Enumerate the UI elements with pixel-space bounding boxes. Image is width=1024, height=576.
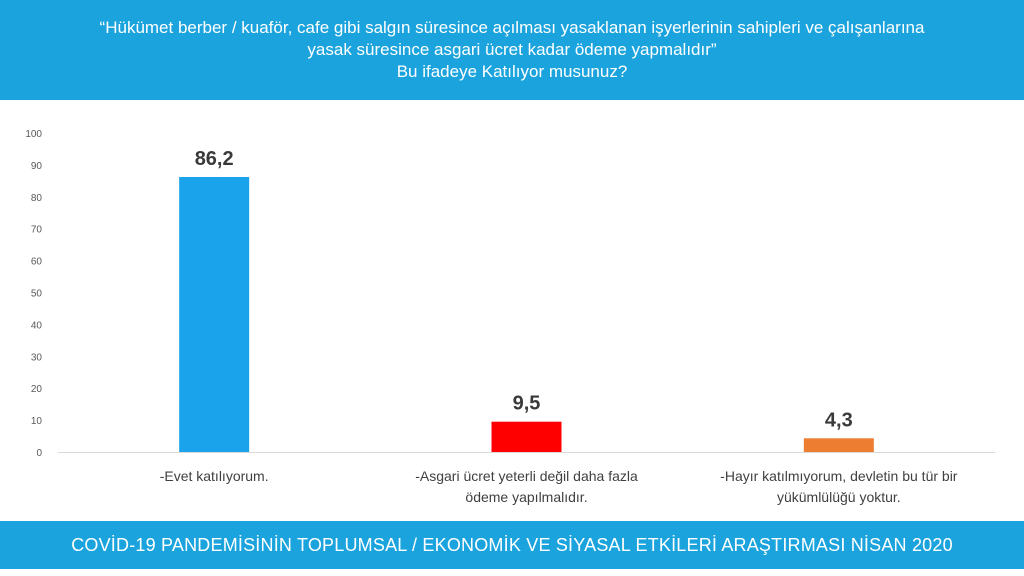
bar <box>803 438 874 452</box>
data-label: 9,5 <box>513 393 541 415</box>
y-tick-label: 40 <box>31 320 43 331</box>
question-line-1: “Hükümet berber / kuaför, cafe gibi salg… <box>99 18 925 37</box>
category-label-line: -Asgari ücret yeterli değil daha fazla <box>415 468 638 484</box>
y-tick-label: 50 <box>31 289 43 300</box>
y-tick-label: 60 <box>31 257 43 268</box>
y-tick-label: 0 <box>36 448 42 459</box>
category-label-line: ödeme yapılmalıdır. <box>465 489 588 505</box>
y-tick-label: 30 <box>31 352 43 363</box>
header-banner: “Hükümet berber / kuaför, cafe gibi salg… <box>0 0 1024 100</box>
category-label: -Asgari ücret yeterli değil daha fazla öd… <box>372 466 682 508</box>
bar <box>491 421 562 452</box>
y-tick-label: 90 <box>31 161 43 172</box>
category-label: -Hayır katılmıyorum, devletin bu tür bir… <box>684 466 994 508</box>
question-line-3: Bu ifadeye Katılıyor musunuz? <box>396 62 628 81</box>
y-tick-label: 70 <box>31 225 43 236</box>
category-label-line: -Hayır katılmıyorum, devletin bu tür bir <box>720 468 958 484</box>
category-label-line: -Evet katılıyorum. <box>159 468 269 484</box>
footer-banner: COVİD-19 PANDEMİSİNİN TOPLUMSAL / EKONOM… <box>0 521 1024 569</box>
y-tick-label: 20 <box>31 384 43 395</box>
y-tick-label: 100 <box>25 129 42 140</box>
y-tick-label: 80 <box>31 193 43 204</box>
data-label: 4,3 <box>825 409 853 431</box>
y-tick-label: 10 <box>31 416 43 427</box>
category-label-line: yükümlülüğü yoktur. <box>776 489 901 505</box>
data-label: 86,2 <box>195 148 234 170</box>
survey-title: COVİD-19 PANDEMİSİNİN TOPLUMSAL / EKONOM… <box>71 534 953 555</box>
category-label: -Evet katılıyorum. <box>59 466 369 487</box>
question-line-2: yasak süresince asgari ücret kadar ödeme… <box>307 40 717 59</box>
bar-chart: 0 10 20 30 40 50 60 70 80 90 100 86,2 9,5 4,3 <box>25 129 995 459</box>
bar <box>179 177 250 452</box>
